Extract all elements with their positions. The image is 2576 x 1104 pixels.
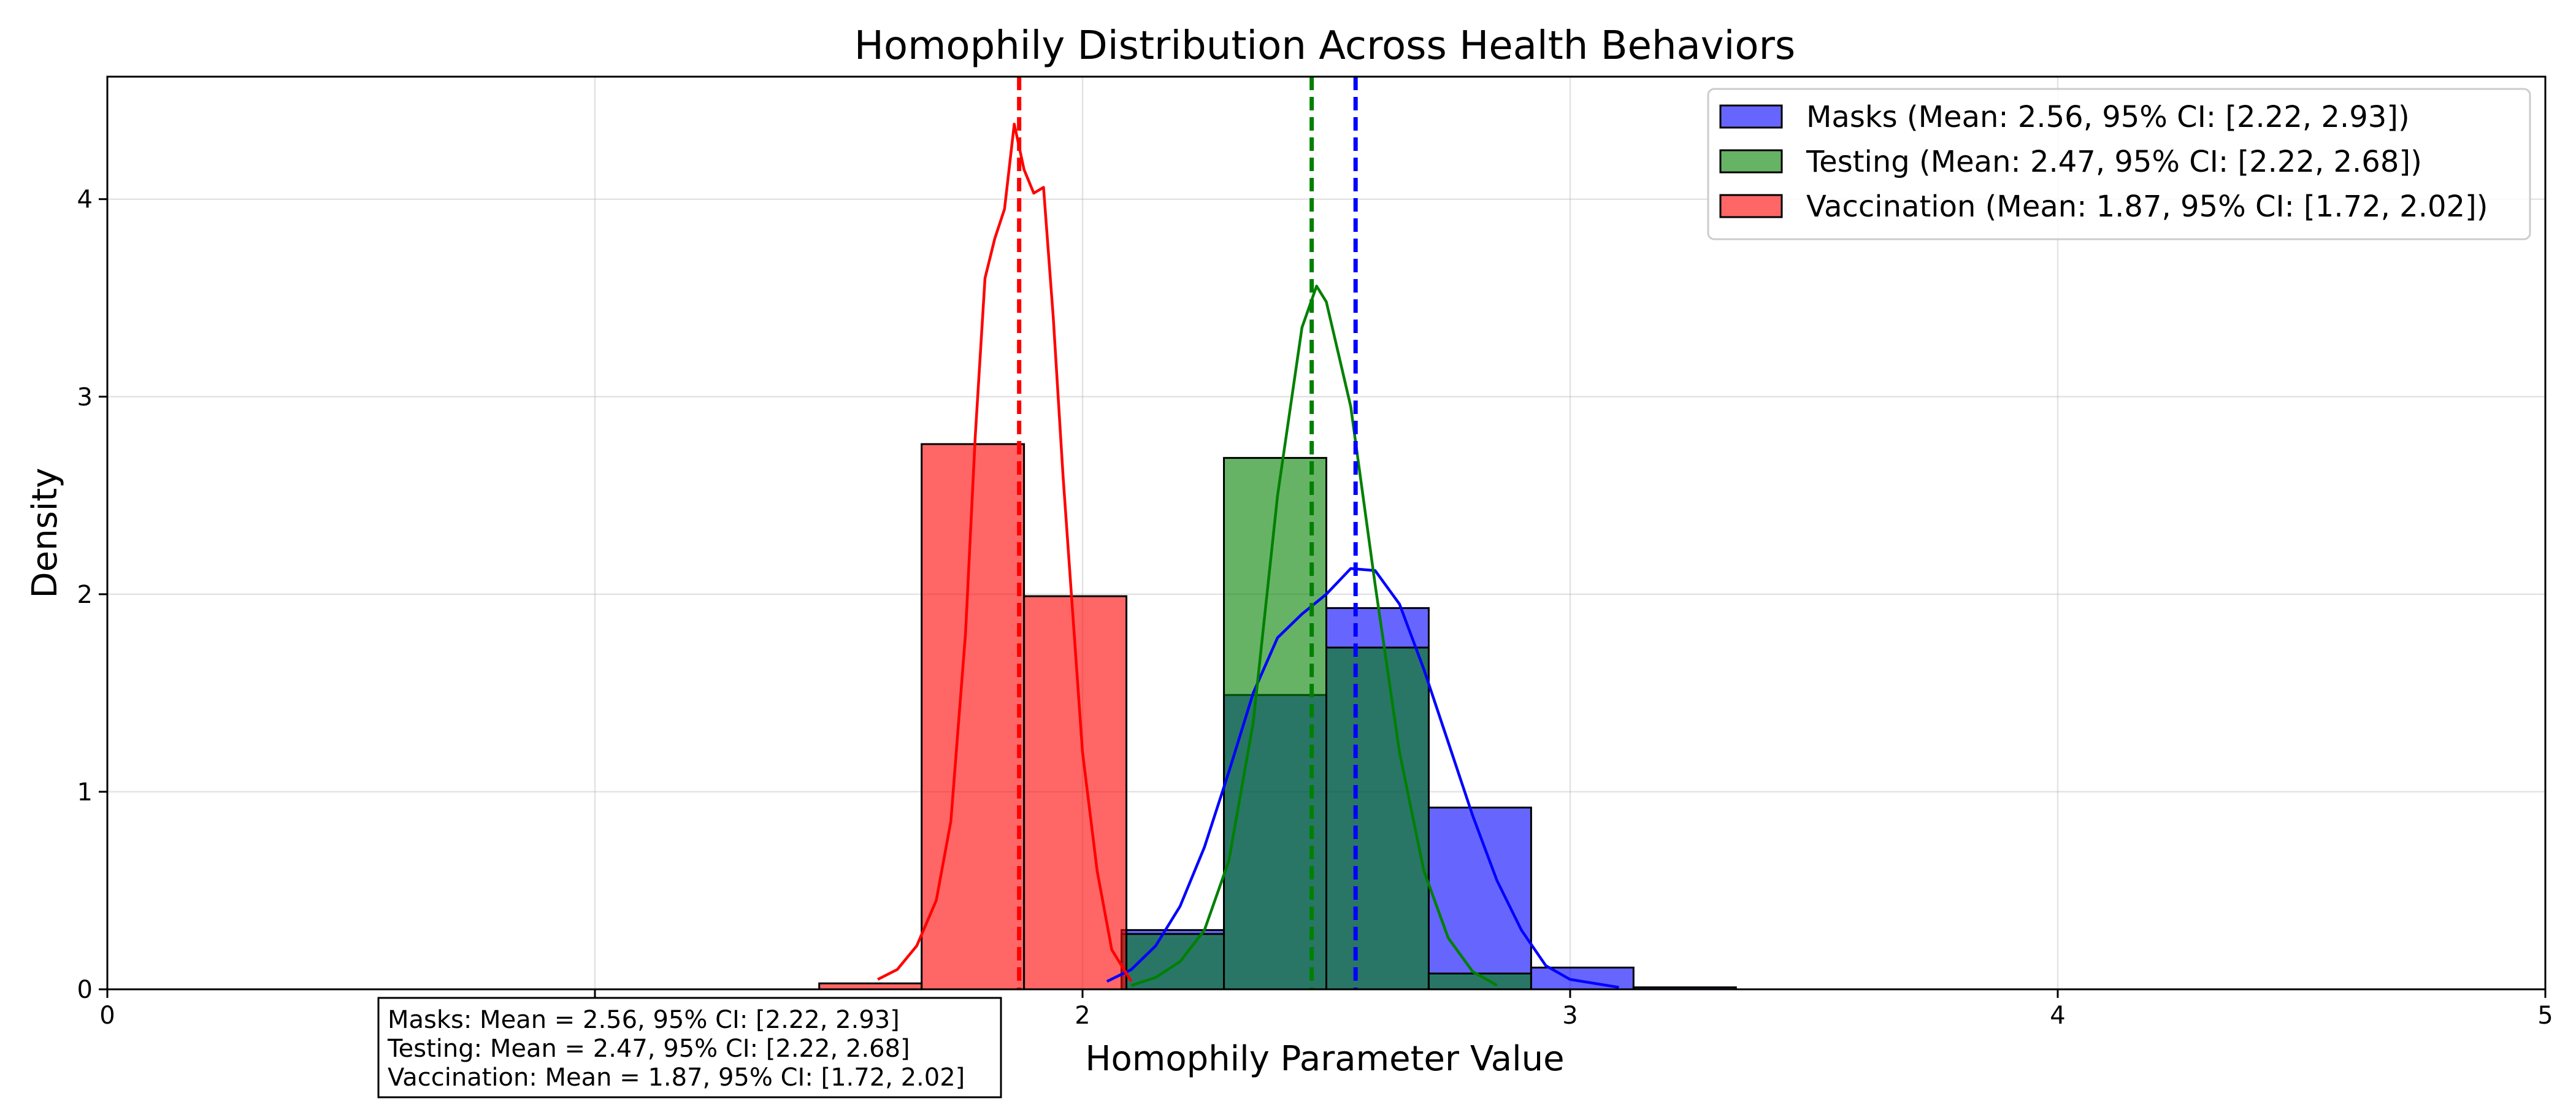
mean-lines — [1017, 77, 1358, 989]
kde-curve-vaccination — [877, 123, 1133, 983]
stats-line: Vaccination: Mean = 1.87, 95% CI: [1.72,… — [388, 1064, 965, 1092]
x-axis-label: Homophily Parameter Value — [1085, 1039, 1564, 1079]
chart-title: Homophily Distribution Across Health Beh… — [854, 23, 1795, 69]
legend-swatch-testing — [1719, 149, 1783, 174]
x-tick-label: 0 — [99, 1002, 115, 1030]
y-tick-label: 3 — [77, 383, 93, 412]
legend-label-masks: Masks (Mean: 2.56, 95% CI: [2.22, 2.93]) — [1806, 100, 2410, 134]
x-tick-label: 5 — [2537, 1002, 2553, 1030]
legend-label-testing: Testing (Mean: 2.47, 95% CI: [2.22, 2.68… — [1806, 145, 2422, 179]
x-tick-label: 2 — [1075, 1002, 1090, 1030]
stats-annotation-box: Masks: Mean = 2.56, 95% CI: [2.22, 2.93]… — [377, 997, 1002, 1098]
legend-swatch-vaccination — [1719, 194, 1783, 218]
legend-label-vaccination: Vaccination (Mean: 1.87, 95% CI: [1.72, … — [1806, 190, 2488, 224]
y-axis-label: Density — [25, 468, 65, 599]
kde-curves — [877, 123, 1619, 989]
plot-frame — [106, 75, 2547, 991]
legend-swatch-masks — [1719, 104, 1783, 129]
histogram-bar-vaccination — [921, 443, 1025, 991]
histogram-bars — [818, 443, 1737, 991]
kde-curve-masks — [1106, 567, 1619, 989]
y-tick-label: 2 — [77, 581, 93, 609]
histogram-bar-testing — [1427, 972, 1532, 991]
x-tick-label: 4 — [2050, 1002, 2065, 1030]
y-axis-ticks: 0 1 2 3 4 — [77, 186, 107, 1004]
y-tick-label: 0 — [77, 976, 93, 1004]
x-tick-label: 3 — [1562, 1002, 1577, 1030]
legend: Masks (Mean: 2.56, 95% CI: [2.22, 2.93])… — [1707, 88, 2531, 240]
stats-line: Masks: Mean = 2.56, 95% CI: [2.22, 2.93] — [388, 1006, 900, 1034]
y-tick-label: 4 — [77, 186, 93, 214]
stats-line: Testing: Mean = 2.47, 95% CI: [2.22, 2.6… — [387, 1035, 910, 1063]
histogram-bar-testing — [1325, 646, 1430, 991]
histogram-bar-testing — [1121, 933, 1225, 991]
kde-curve-testing — [1130, 285, 1498, 987]
y-tick-label: 1 — [77, 778, 93, 807]
stats-box-frame — [377, 997, 1002, 1098]
legend-frame — [1707, 88, 2531, 240]
